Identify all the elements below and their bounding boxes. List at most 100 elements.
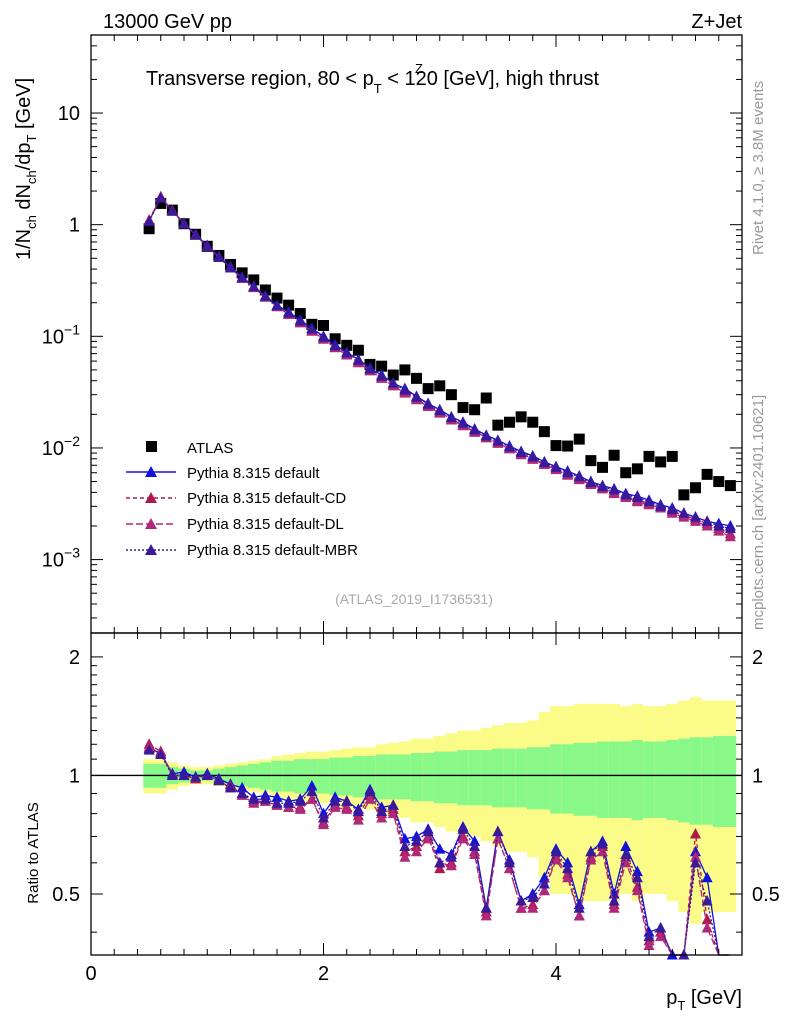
y-tick-label: 10−2 xyxy=(42,433,80,460)
mc-point xyxy=(271,299,283,311)
ratio-point xyxy=(538,884,550,896)
band-inner-bin xyxy=(306,759,318,794)
atlas-point xyxy=(445,389,457,401)
ratio-point xyxy=(318,818,329,830)
ratio-point xyxy=(550,853,562,865)
ratio-point xyxy=(271,797,283,808)
ratio-point xyxy=(364,785,376,797)
y-tick-label: 1 xyxy=(69,215,80,237)
legend-atlas-label: ATLAS xyxy=(187,440,233,457)
ratio-y-tick-label-right: 2 xyxy=(752,647,763,669)
band-inner-bin xyxy=(515,748,527,808)
atlas-point xyxy=(585,455,597,467)
ratio-point xyxy=(573,909,585,921)
plot-title-sub: T xyxy=(374,81,382,96)
band-inner-bin xyxy=(364,756,376,798)
mc-point xyxy=(248,280,260,292)
mc-point xyxy=(585,476,597,488)
legend-atlas: ATLAS xyxy=(146,440,233,457)
atlas-point xyxy=(352,344,364,356)
atlas-point xyxy=(492,419,504,431)
atlas-point xyxy=(550,440,562,452)
band-inner-bin xyxy=(701,737,713,825)
ratio-point xyxy=(259,793,271,804)
band-inner-bin xyxy=(561,744,574,814)
band-inner-bin xyxy=(585,742,597,816)
x-tick-label: 0 xyxy=(85,963,96,985)
atlas-point xyxy=(387,369,399,381)
legend-dl: Pythia 8.315 default-DL xyxy=(126,516,344,533)
atlas-point xyxy=(248,274,260,286)
ratio-y-tick-label: 0.5 xyxy=(52,884,80,906)
ratio-point xyxy=(411,835,422,846)
band-inner-bin xyxy=(457,750,469,806)
main-ylabel: 1/Nch dNch/dpT [GeV] xyxy=(13,78,39,260)
ratio-point xyxy=(631,871,643,883)
ratio-point xyxy=(399,845,411,857)
ratio-point xyxy=(469,848,481,859)
ratio-point xyxy=(550,845,562,857)
mc-point xyxy=(666,503,678,515)
ratio-point xyxy=(492,825,504,837)
atlas-point xyxy=(283,299,295,311)
ratio-point xyxy=(387,799,399,810)
ratio-point xyxy=(143,744,155,755)
ratio-point xyxy=(294,803,306,814)
ratio-point xyxy=(643,939,655,950)
band-inner-bin xyxy=(282,760,295,792)
band-inner-bin xyxy=(340,757,353,796)
y-tick-label: 10−1 xyxy=(42,321,80,348)
svg-text:Transverse region, 80 < pT < 1: Transverse region, 80 < pT < 120 [GeV], … xyxy=(146,68,599,96)
ratio-point xyxy=(236,787,248,798)
band-inner-bin xyxy=(375,754,388,800)
mc-point xyxy=(155,191,167,203)
main-plot xyxy=(143,190,736,542)
atlas-point xyxy=(411,372,422,384)
ratio-point xyxy=(236,781,248,793)
atlas-point xyxy=(678,489,690,501)
mc-point xyxy=(399,384,411,395)
ratio-point xyxy=(422,832,434,844)
ratio-point xyxy=(411,845,422,857)
mc-point xyxy=(283,306,295,318)
atlas-point xyxy=(562,440,574,452)
ratio-point xyxy=(562,871,574,883)
band-inner-bin xyxy=(712,735,725,827)
band-inner-bin xyxy=(352,756,365,798)
ratio-point xyxy=(538,871,550,883)
ratio-point xyxy=(155,748,167,760)
mc-point xyxy=(724,530,736,542)
mc-point xyxy=(166,205,178,216)
ratio-point xyxy=(643,930,655,941)
ratio-point xyxy=(690,851,701,862)
atlas-point xyxy=(643,450,655,462)
ratio-point xyxy=(306,780,318,791)
ratio-point xyxy=(341,795,353,806)
band-inner-bin xyxy=(596,741,609,818)
band-inner-bin xyxy=(631,740,644,821)
ratio-point xyxy=(701,921,713,933)
atlas-point xyxy=(271,292,283,304)
mc-point xyxy=(190,228,202,240)
legend-dl-label: Pythia 8.315 default-DL xyxy=(187,516,344,533)
ratio-point xyxy=(399,851,411,862)
x-tick-label: 2 xyxy=(318,963,329,985)
mc-point xyxy=(318,331,329,342)
band-inner-bin xyxy=(480,750,493,806)
atlas-point xyxy=(527,416,539,428)
ratio-point xyxy=(399,840,411,852)
band-inner-bin xyxy=(271,760,283,792)
x-tick-label: 4 xyxy=(550,963,561,985)
atlas-point xyxy=(341,339,353,351)
ratio-point xyxy=(376,811,388,823)
ratio-point xyxy=(597,845,608,857)
ratio-y-tick-label-right: 1 xyxy=(752,765,763,787)
band-inner-bin xyxy=(410,753,423,802)
ratio-point xyxy=(690,828,701,839)
ratio-point xyxy=(434,843,446,854)
atlas-point xyxy=(538,426,550,438)
band-inner-bin xyxy=(468,750,481,806)
atlas-point xyxy=(457,402,469,414)
mc-point xyxy=(225,261,236,273)
mc-point xyxy=(143,215,155,226)
